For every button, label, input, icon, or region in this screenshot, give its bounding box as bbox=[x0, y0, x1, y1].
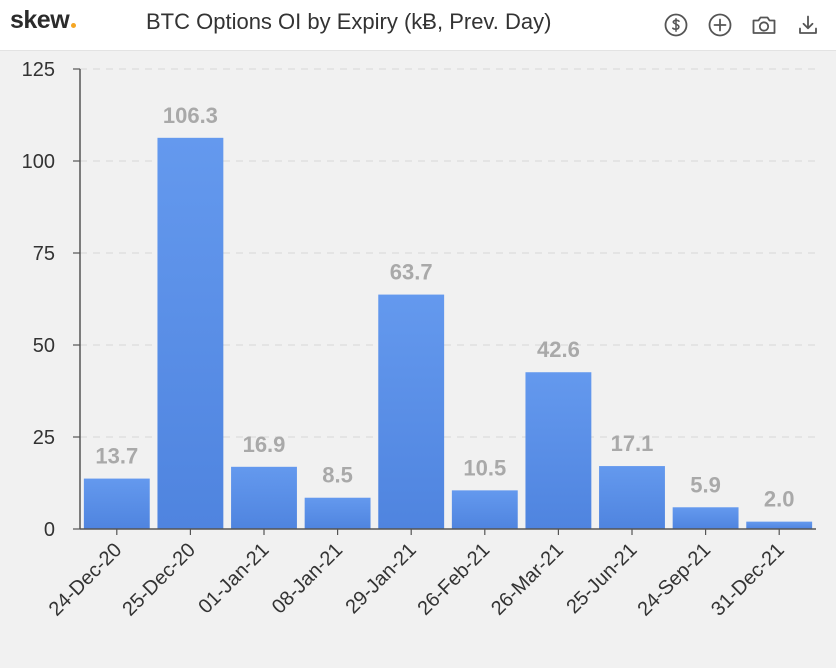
logo-dot bbox=[71, 23, 77, 28]
x-tick-label: 08-Jan-21 bbox=[268, 539, 347, 618]
bar-value-label: 42.6 bbox=[537, 337, 580, 362]
bar-value-label: 13.7 bbox=[95, 444, 138, 469]
x-tick-label: 26-Feb-21 bbox=[414, 539, 495, 620]
bar bbox=[231, 466, 297, 529]
add-icon bbox=[708, 13, 732, 37]
camera-icon bbox=[752, 16, 776, 34]
x-tick-label: 25-Dec-20 bbox=[118, 539, 200, 621]
bar bbox=[746, 521, 813, 529]
bar-value-label: 63.7 bbox=[390, 260, 433, 285]
y-tick-label: 50 bbox=[33, 335, 55, 357]
bar-value-label: 16.9 bbox=[243, 432, 286, 457]
bar bbox=[304, 497, 371, 529]
bar bbox=[157, 137, 224, 529]
bar-value-label: 8.5 bbox=[322, 463, 353, 488]
bar bbox=[672, 507, 739, 529]
x-axis: 24-Dec-2025-Dec-2001-Jan-2108-Jan-2129-J… bbox=[45, 528, 816, 621]
dollar-button[interactable] bbox=[660, 10, 692, 40]
bar-value-label: 5.9 bbox=[690, 472, 721, 497]
dollar-icon bbox=[664, 13, 688, 37]
skew-logo: skew bbox=[10, 6, 77, 35]
chart-title: BTC Options OI by Expiry (kɃ, Prev. Day) bbox=[146, 9, 552, 34]
chart-area: 0 25 50 75 100 125 13.7 106.3 16.9 8.5 63.7 10.5 42… bbox=[0, 51, 836, 668]
download-button[interactable] bbox=[792, 10, 824, 40]
bar-value-label: 2.0 bbox=[764, 487, 795, 512]
bars bbox=[83, 137, 813, 529]
chart-toolbar bbox=[660, 10, 824, 40]
bar bbox=[525, 372, 592, 529]
bar bbox=[378, 294, 445, 529]
value-labels: 13.7 106.3 16.9 8.5 63.7 10.5 42.6 17.1 5.9 2.0 bbox=[95, 103, 794, 512]
bar bbox=[599, 466, 665, 529]
bar-chart: 0 25 50 75 100 125 13.7 106.3 16.9 8.5 63.7 10.5 42… bbox=[22, 59, 816, 621]
x-tick-label: 01-Jan-21 bbox=[194, 539, 273, 618]
y-axis: 0 25 50 75 100 125 bbox=[22, 59, 81, 541]
download-icon bbox=[799, 15, 817, 34]
x-tick-label: 26-Mar-21 bbox=[487, 539, 568, 620]
logo-text: skew bbox=[10, 6, 70, 34]
x-tick-label: 24-Dec-20 bbox=[45, 539, 127, 621]
y-tick-label: 25 bbox=[33, 427, 55, 449]
bar bbox=[83, 478, 150, 529]
add-button[interactable] bbox=[704, 10, 736, 40]
camera-button[interactable] bbox=[748, 10, 780, 40]
bar-value-label: 17.1 bbox=[611, 431, 654, 456]
chart-header: skew BTC Options OI by Expiry (kɃ, Prev.… bbox=[0, 0, 836, 51]
bar-value-label: 10.5 bbox=[463, 455, 506, 480]
bar-value-label: 106.3 bbox=[163, 103, 218, 128]
x-tick-label: 24-Sep-21 bbox=[634, 539, 716, 621]
y-tick-label: 100 bbox=[22, 151, 55, 173]
x-tick-label: 31-Dec-21 bbox=[707, 539, 789, 621]
bar bbox=[451, 490, 518, 529]
y-tick-label: 125 bbox=[22, 59, 55, 81]
y-tick-label: 0 bbox=[44, 519, 55, 541]
y-tick-label: 75 bbox=[33, 243, 55, 265]
x-tick-label: 25-Jun-21 bbox=[562, 539, 641, 618]
x-tick-label: 29-Jan-21 bbox=[341, 539, 420, 618]
